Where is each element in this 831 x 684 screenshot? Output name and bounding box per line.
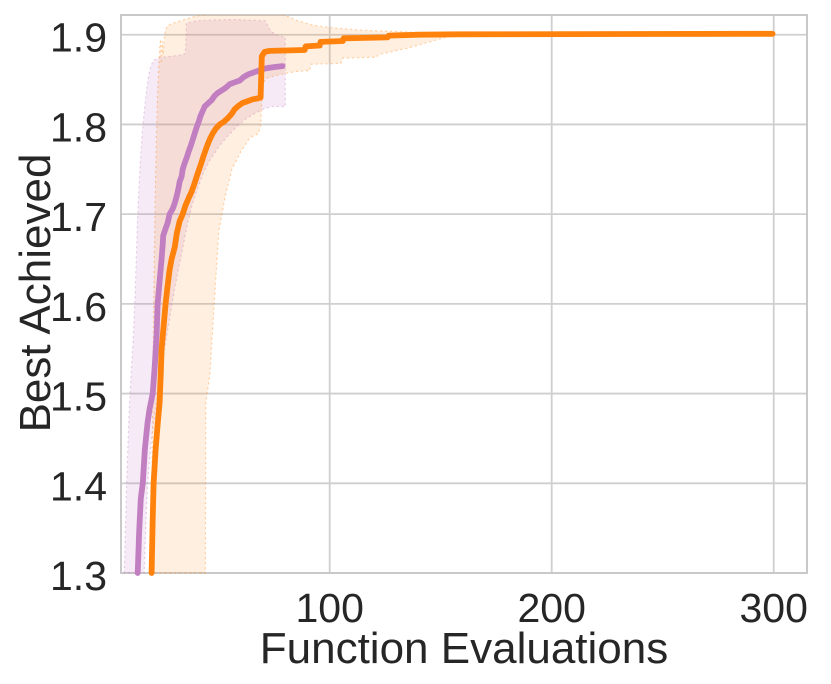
confidence-bands [123,15,461,574]
confidence-band-orange [150,15,461,574]
y-tick-label-1.9: 1.9 [50,15,107,61]
x-axis-label: Function Evaluations [260,624,668,673]
y-tick-labels: 1.3 1.4 1.5 1.6 1.7 1.8 1.9 [50,15,107,599]
y-tick-label-1.6: 1.6 [50,284,107,330]
y-tick-label-1.4: 1.4 [50,463,107,509]
x-tick-label-300: 300 [739,585,807,631]
y-tick-label-1.5: 1.5 [50,374,107,420]
x-tick-labels: 100 200 300 [295,585,807,631]
x-tick-label-200: 200 [517,585,585,631]
series-line-purple [134,63,286,576]
plot-border [120,14,808,574]
confidence-band-purple [123,18,286,574]
y-axis-label: Best Achieved [11,154,60,433]
y-tick-label-1.7: 1.7 [50,194,107,240]
series-lines [134,30,776,576]
series-line-orange [148,30,776,576]
y-tick-label-1.3: 1.3 [50,553,107,599]
x-tick-label-100: 100 [295,585,363,631]
y-tick-label-1.8: 1.8 [50,104,107,150]
